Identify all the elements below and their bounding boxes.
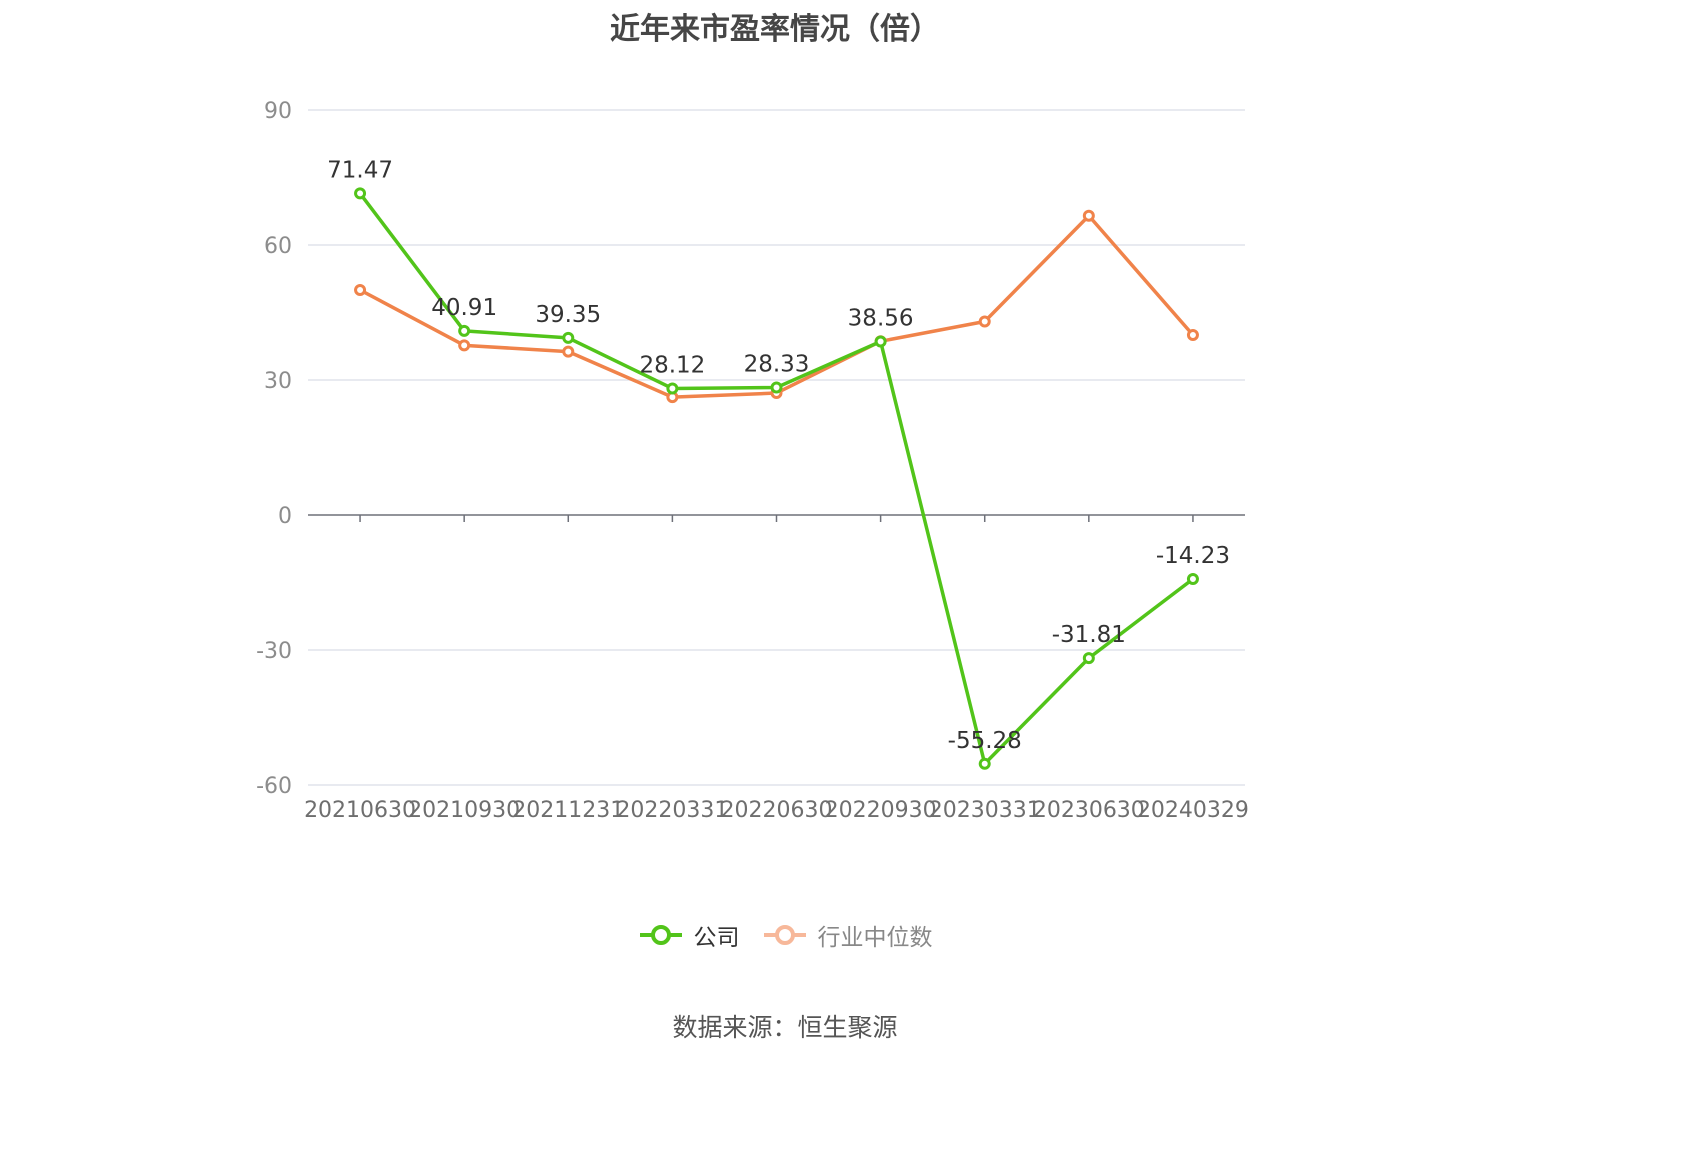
- legend-item-industry-median[interactable]: 行业中位数: [762, 918, 933, 952]
- x-tick-label: 20220930: [825, 798, 937, 823]
- data-point-company[interactable]: [458, 324, 471, 337]
- data-point-industry-median[interactable]: [458, 339, 471, 352]
- data-point-company[interactable]: [354, 187, 367, 200]
- x-tick-label: 20220331: [616, 798, 728, 823]
- legend-marker-industry-icon: [763, 925, 806, 945]
- data-point-company[interactable]: [770, 381, 783, 394]
- data-labels: 71.47 40.91 39.35 28.12 28.33 38.56 -55.28 -31.…: [327, 157, 1230, 753]
- x-tick-label: 20210630: [304, 798, 416, 823]
- legend-item-company[interactable]: 公司: [638, 918, 740, 952]
- x-tick-label: 20230331: [929, 798, 1041, 823]
- data-label-company: -55.28: [948, 728, 1022, 754]
- legend-marker-company-icon: [639, 925, 682, 945]
- data-point-industry-median[interactable]: [562, 345, 575, 358]
- x-tick-label: 20210930: [408, 798, 520, 823]
- y-tick-label: 0: [278, 504, 292, 529]
- x-tick-label: 20220630: [721, 798, 833, 823]
- x-tick-label: 20240329: [1137, 798, 1249, 823]
- data-point-company[interactable]: [874, 335, 887, 348]
- data-label-company: 38.56: [848, 305, 914, 331]
- legend-label-company: 公司: [693, 925, 740, 951]
- y-tick-label: 30: [264, 369, 292, 394]
- y-tick-label: 90: [264, 99, 292, 124]
- data-point-company[interactable]: [562, 331, 575, 344]
- data-point-industry-median[interactable]: [978, 315, 991, 328]
- data-label-company: 71.47: [327, 157, 393, 183]
- data-point-company[interactable]: [1186, 573, 1199, 586]
- data-point-industry-median[interactable]: [354, 284, 367, 296]
- data-label-company: 40.91: [431, 295, 497, 321]
- legend-label-industry-median: 行业中位数: [817, 925, 933, 951]
- x-tick-label: 20230630: [1033, 798, 1145, 823]
- data-point-industry-median[interactable]: [1082, 209, 1095, 222]
- series-layer: [354, 187, 1199, 770]
- x-tick-label: 20211231: [512, 798, 624, 823]
- source-note: 数据来源：恒生聚源: [672, 1013, 898, 1042]
- chart-title: 近年来市盈率情况（倍）: [610, 12, 940, 47]
- legend: 公司 行业中位数: [0, 918, 1570, 952]
- data-label-company: 28.33: [744, 352, 810, 378]
- data-label-company: 28.12: [639, 352, 705, 378]
- x-axis: 2021063020210930202112312022033120220630…: [304, 514, 1249, 823]
- y-axis: -60 -30 0 30 60 90: [256, 99, 292, 799]
- data-point-industry-median[interactable]: [1186, 329, 1199, 341]
- y-tick-label: -60: [256, 774, 292, 799]
- data-label-company: -14.23: [1156, 543, 1230, 569]
- y-tick-label: 60: [264, 234, 292, 259]
- data-label-company: -31.81: [1052, 622, 1126, 648]
- data-point-company[interactable]: [666, 382, 679, 395]
- grid-lines: [308, 109, 1245, 786]
- data-label-company: 39.35: [535, 302, 601, 328]
- y-tick-label: -30: [256, 639, 292, 664]
- data-point-company[interactable]: [978, 757, 991, 770]
- data-point-company[interactable]: [1082, 652, 1095, 665]
- series-line-company: [358, 192, 1195, 766]
